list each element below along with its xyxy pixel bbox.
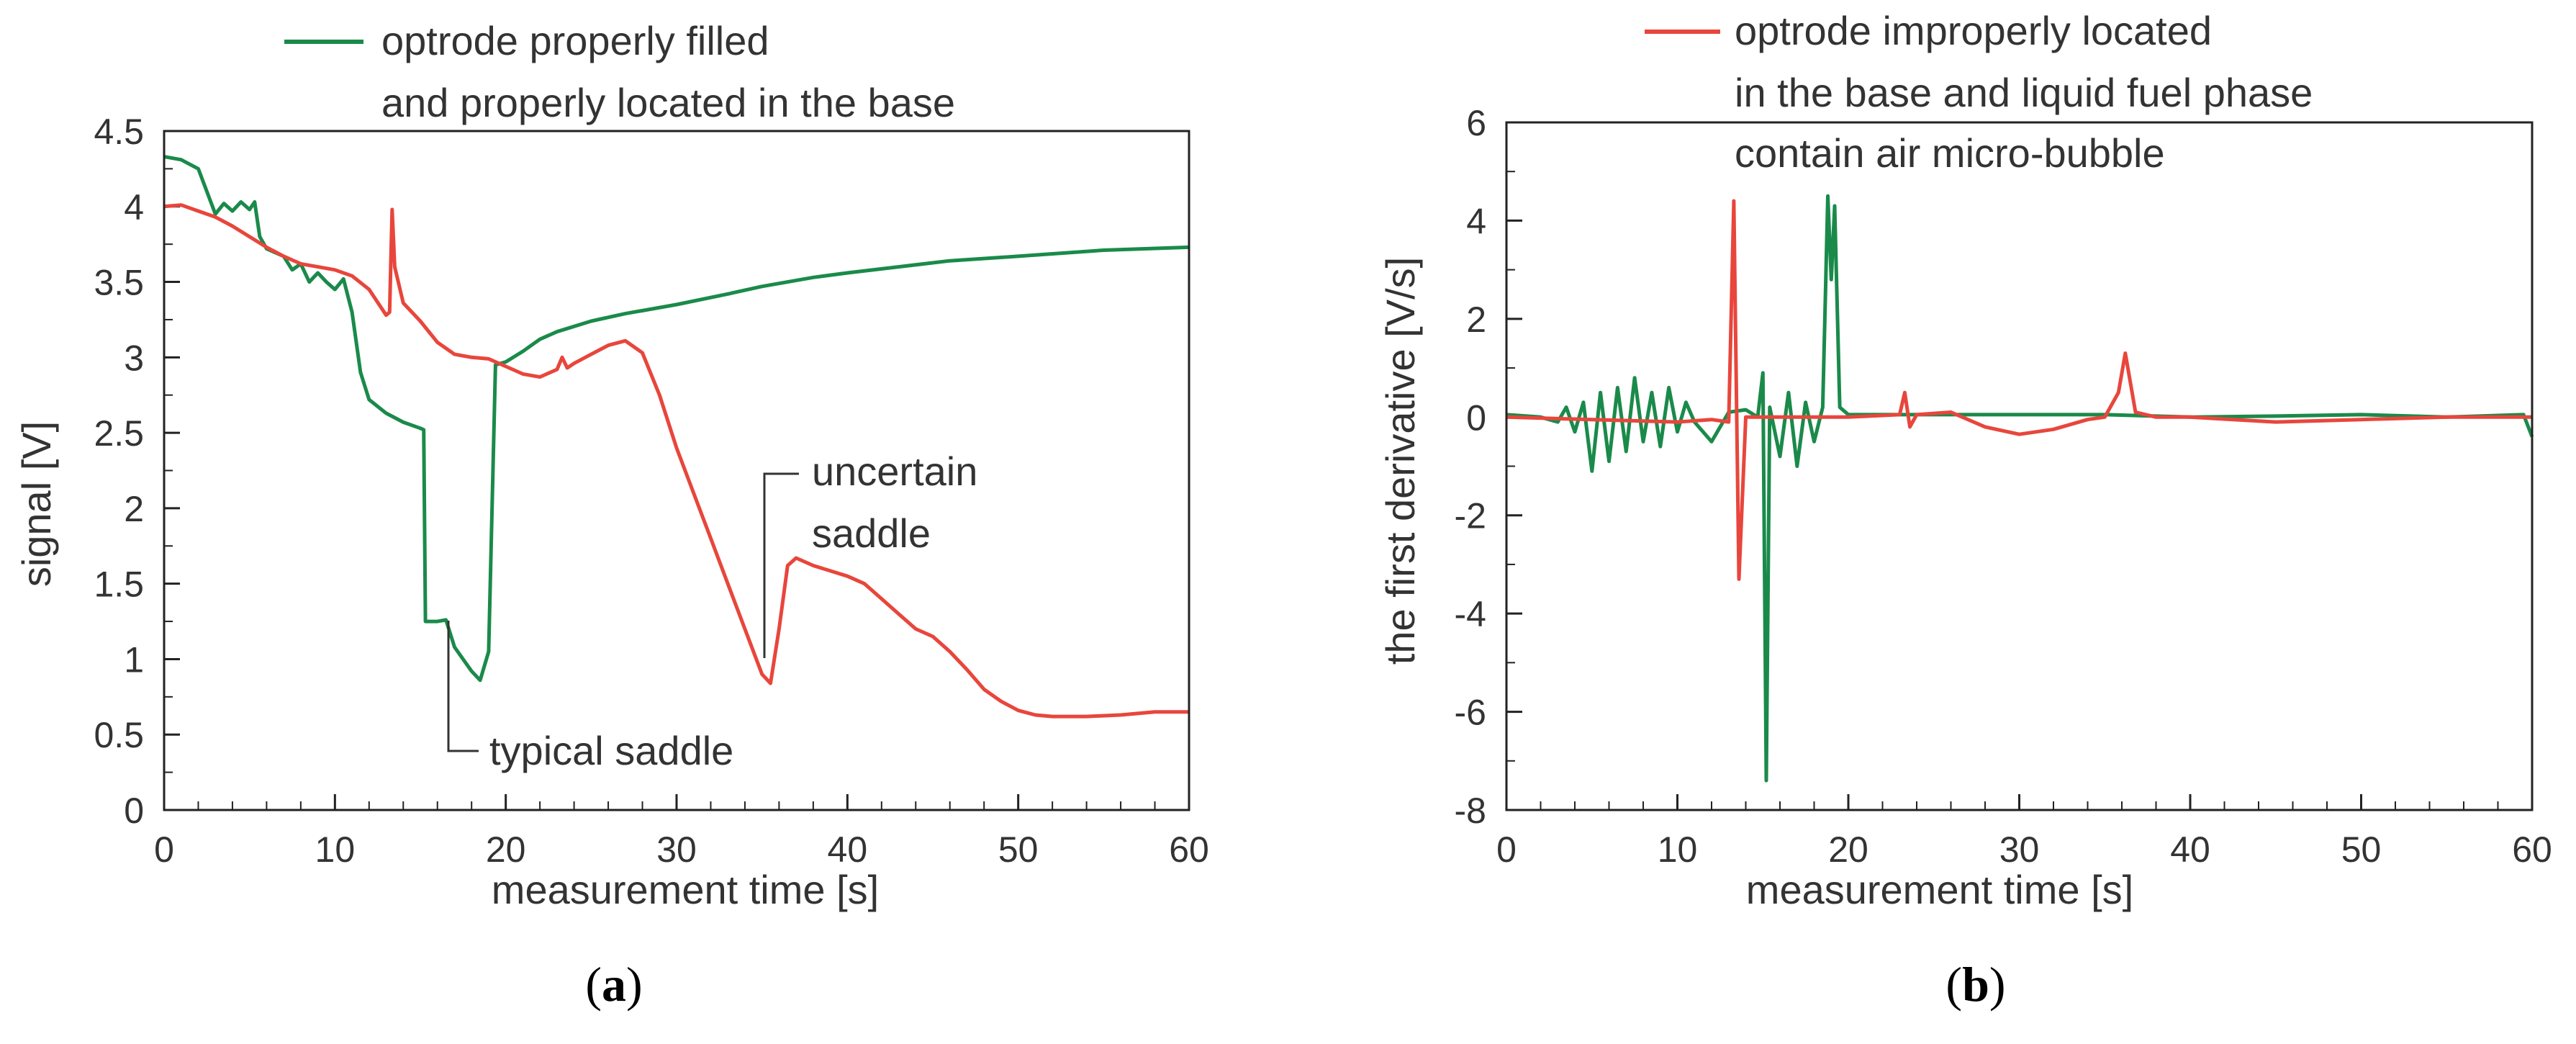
panel-a-y-tick-label: 3 <box>124 338 144 378</box>
panel-b-y-tick-label: 2 <box>1466 300 1486 340</box>
panel-b-label: (b) <box>1945 957 2005 1012</box>
panel-a-letter: a <box>602 957 626 1012</box>
panel-a-y-tick-label: 1 <box>124 639 144 680</box>
panel-b-y-tick-label: 6 <box>1466 103 1486 143</box>
panel-b-y-tick-label: 4 <box>1466 201 1486 241</box>
panel-a-y-tick-label: 4.5 <box>94 112 144 152</box>
panel-a-x-tick-label: 0 <box>154 829 174 870</box>
panel-a-series <box>163 155 1190 719</box>
panel-a-y-tick-label: 0.5 <box>94 715 144 755</box>
panel-a-y-tick-label: 2 <box>124 489 144 529</box>
uncertain-saddle-leader-line <box>763 472 799 658</box>
panel-b-y-axis-title: the first derivative [V/s] <box>1378 257 1423 665</box>
panel-b-y-tick-label: -2 <box>1455 496 1486 536</box>
panel-b-y-tick-label: -6 <box>1455 693 1486 733</box>
panel-a-y-axis-title: signal [V] <box>14 421 59 587</box>
panel-b-series <box>1506 194 2534 783</box>
panel-b-red-signal-line <box>1506 199 2532 581</box>
panel-b: 0 10 20 30 40 50 60 -8 -6 -4 -2 0 2 4 6 measurement ti… <box>1378 8 2552 1012</box>
panel-b-x-tick-label: 10 <box>1658 829 1698 870</box>
panel-a-label: (a) <box>585 957 642 1012</box>
panel-b-x-tick-label: 0 <box>1496 829 1517 870</box>
panel-a: 0 10 20 30 40 50 60 0 0.5 1 1.5 2 2.5 3 3.5 4 4.5 measur… <box>14 18 1209 1012</box>
panel-b-x-tick-label: 30 <box>1999 829 2040 870</box>
panel-b-green-signal-line <box>1506 194 2534 783</box>
panel-b-legend-label-line1: optrode improperly located <box>1735 8 2212 53</box>
typical-saddle-annotation: typical saddle <box>489 728 733 773</box>
panel-b-x-tick-label: 60 <box>2512 829 2552 870</box>
panel-b-y-tick-label: -4 <box>1455 594 1486 634</box>
uncertain-saddle-annotation-line2: saddle <box>812 510 931 556</box>
panel-a-x-tick-label: 50 <box>998 829 1039 870</box>
panel-b-y-tick-label: -8 <box>1455 791 1486 831</box>
panel-a-x-axis-title: measurement time [s] <box>492 867 879 912</box>
panel-b-tick-labels: 0 10 20 30 40 50 60 -8 -6 -4 -2 0 2 4 6 <box>1455 103 2552 870</box>
panel-b-x-tick-label: 40 <box>2170 829 2210 870</box>
panel-a-y-tick-label: 3.5 <box>94 263 144 303</box>
panel-a-x-tick-label: 20 <box>486 829 526 870</box>
panel-a-plot-frame <box>163 130 1190 811</box>
panel-b-y-tick-label: 0 <box>1466 397 1486 438</box>
panel-a-x-tick-label: 30 <box>656 829 697 870</box>
panel-b-x-tick-label: 20 <box>1828 829 1868 870</box>
panel-a-y-tick-label: 0 <box>124 791 144 831</box>
panel-a-x-tick-label: 60 <box>1169 829 1209 870</box>
panel-b-ticks <box>1505 121 2534 811</box>
panel-a-legend-label-line2: and properly located in the base <box>381 80 955 125</box>
panel-b-letter: b <box>1962 957 1989 1012</box>
panel-a-green-signal-line <box>163 155 1190 683</box>
panel-b-legend-label-line3: contain air micro-bubble <box>1735 130 2165 176</box>
panel-b-plot-frame <box>1505 121 2534 811</box>
panel-b-x-tick-label: 50 <box>2341 829 2382 870</box>
panel-a-x-tick-label: 40 <box>828 829 868 870</box>
panel-a-tick-labels: 0 10 20 30 40 50 60 0 0.5 1 1.5 2 2.5 3 3.5 4 4.5 <box>94 112 1208 870</box>
panel-a-legend-label-line1: optrode properly filled <box>381 18 769 63</box>
panel-b-legend-label-line2: in the base and liquid fuel phase <box>1735 70 2313 115</box>
panel-a-red-signal-line <box>163 203 1189 719</box>
panel-a-x-tick-label: 10 <box>315 829 356 870</box>
panel-a-ticks <box>163 130 1190 811</box>
panel-a-y-tick-label: 2.5 <box>94 413 144 454</box>
typical-saddle-leader-line <box>447 621 479 752</box>
panel-a-y-tick-label: 4 <box>124 187 144 228</box>
panel-a-y-tick-label: 1.5 <box>94 564 144 605</box>
panel-b-x-axis-title: measurement time [s] <box>1746 867 2133 912</box>
uncertain-saddle-annotation-line1: uncertain <box>812 449 977 494</box>
